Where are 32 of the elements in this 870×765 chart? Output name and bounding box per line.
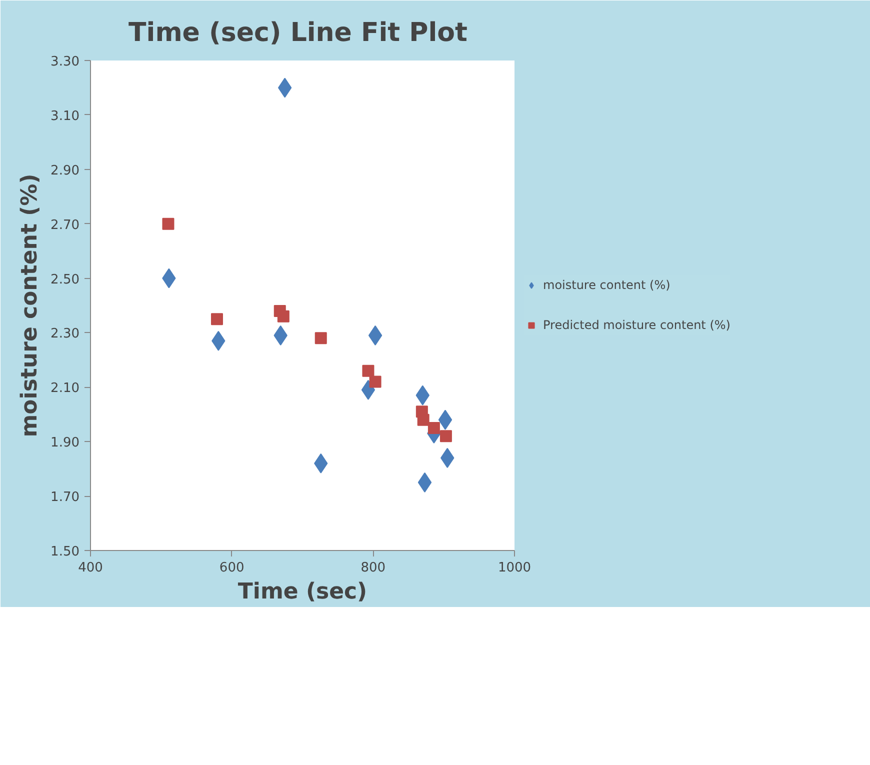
x-tick-label: 600	[219, 560, 244, 576]
point	[417, 414, 430, 426]
y-tick-label: 3.10	[50, 108, 80, 124]
point	[210, 313, 223, 326]
y-tick-label: 2.50	[50, 272, 80, 288]
y-tick-label: 2.10	[50, 381, 80, 396]
y-tick-label: 2.30	[50, 326, 80, 342]
point	[418, 472, 432, 492]
y-axis-title: moisture content (%)	[18, 174, 43, 438]
point	[162, 218, 174, 230]
point	[368, 325, 382, 346]
point	[369, 376, 382, 388]
legend-label: Predicted moisture content (%)	[543, 318, 730, 332]
point	[361, 380, 376, 400]
y-tick-label: 3.30	[50, 54, 80, 70]
y-tick-label: 2.90	[50, 163, 80, 178]
x-axis-title: Time (sec)	[238, 580, 368, 604]
point	[362, 364, 374, 377]
point	[438, 410, 452, 430]
point	[440, 430, 452, 442]
legend-label: moisture content (%)	[543, 278, 670, 292]
x-tick-label: 800	[360, 560, 386, 576]
y-tick-label: 2.70	[50, 218, 80, 233]
y-tick-label: 1.90	[50, 436, 80, 451]
x-tick-label: 400	[78, 560, 103, 576]
y-tick-label: 1.50	[50, 544, 80, 560]
point	[314, 332, 327, 344]
point	[277, 310, 290, 322]
chart-title: Time (sec) Line Fit Plot	[128, 18, 468, 48]
point	[428, 422, 440, 434]
y-tick-label: 1.70	[50, 490, 80, 506]
x-tick-label: 1000	[498, 560, 532, 576]
